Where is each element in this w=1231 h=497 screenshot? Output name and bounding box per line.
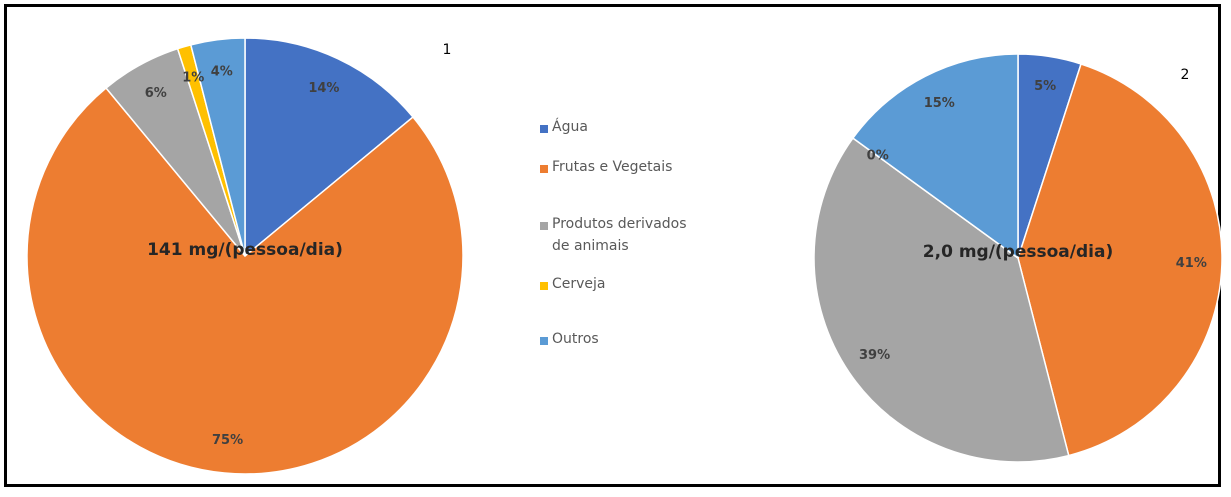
legend-label: Frutas e Vegetais: [552, 159, 673, 175]
data-label: 39%: [859, 348, 890, 363]
legend-label: Água: [552, 119, 588, 135]
chart-title: 2: [1181, 67, 1190, 83]
chart-title: 1: [443, 42, 452, 58]
legend-label: Cerveja: [552, 276, 606, 292]
legend-swatch: [540, 222, 548, 230]
legend-swatch: [540, 125, 548, 133]
data-label: 4%: [211, 65, 233, 80]
legend-label: Outros: [552, 331, 599, 347]
legend-item: Cerveja: [540, 276, 710, 295]
pie-slice: [813, 137, 1070, 463]
data-label: 14%: [308, 81, 339, 96]
pie-slice: [1017, 63, 1223, 457]
data-label: 0%: [867, 149, 889, 164]
legend-swatch: [540, 165, 548, 173]
legend-item: Água: [540, 119, 710, 138]
pie-slice: [189, 37, 246, 257]
center-annotation: 141 mg/(pessoa/dia): [147, 240, 343, 260]
legend-item: Produtos derivados de animais: [540, 216, 710, 257]
pie-slice: [26, 86, 464, 475]
data-label: 41%: [1176, 256, 1207, 271]
legend-item: Outros: [540, 331, 710, 350]
legend-label: Produtos derivados de animais: [552, 216, 687, 254]
data-label: 75%: [212, 433, 243, 448]
data-label: 15%: [924, 96, 955, 111]
pie-slice: [851, 53, 1019, 260]
legend-item: Frutas e Vegetais: [540, 159, 710, 178]
pie-slice: [244, 37, 415, 258]
data-label: 5%: [1034, 79, 1056, 94]
legend-swatch: [540, 337, 548, 345]
data-label: 1%: [182, 71, 204, 86]
data-label: 6%: [145, 86, 167, 101]
center-annotation: 2,0 mg/(pessoa/dia): [923, 242, 1113, 262]
legend-swatch: [540, 282, 548, 290]
